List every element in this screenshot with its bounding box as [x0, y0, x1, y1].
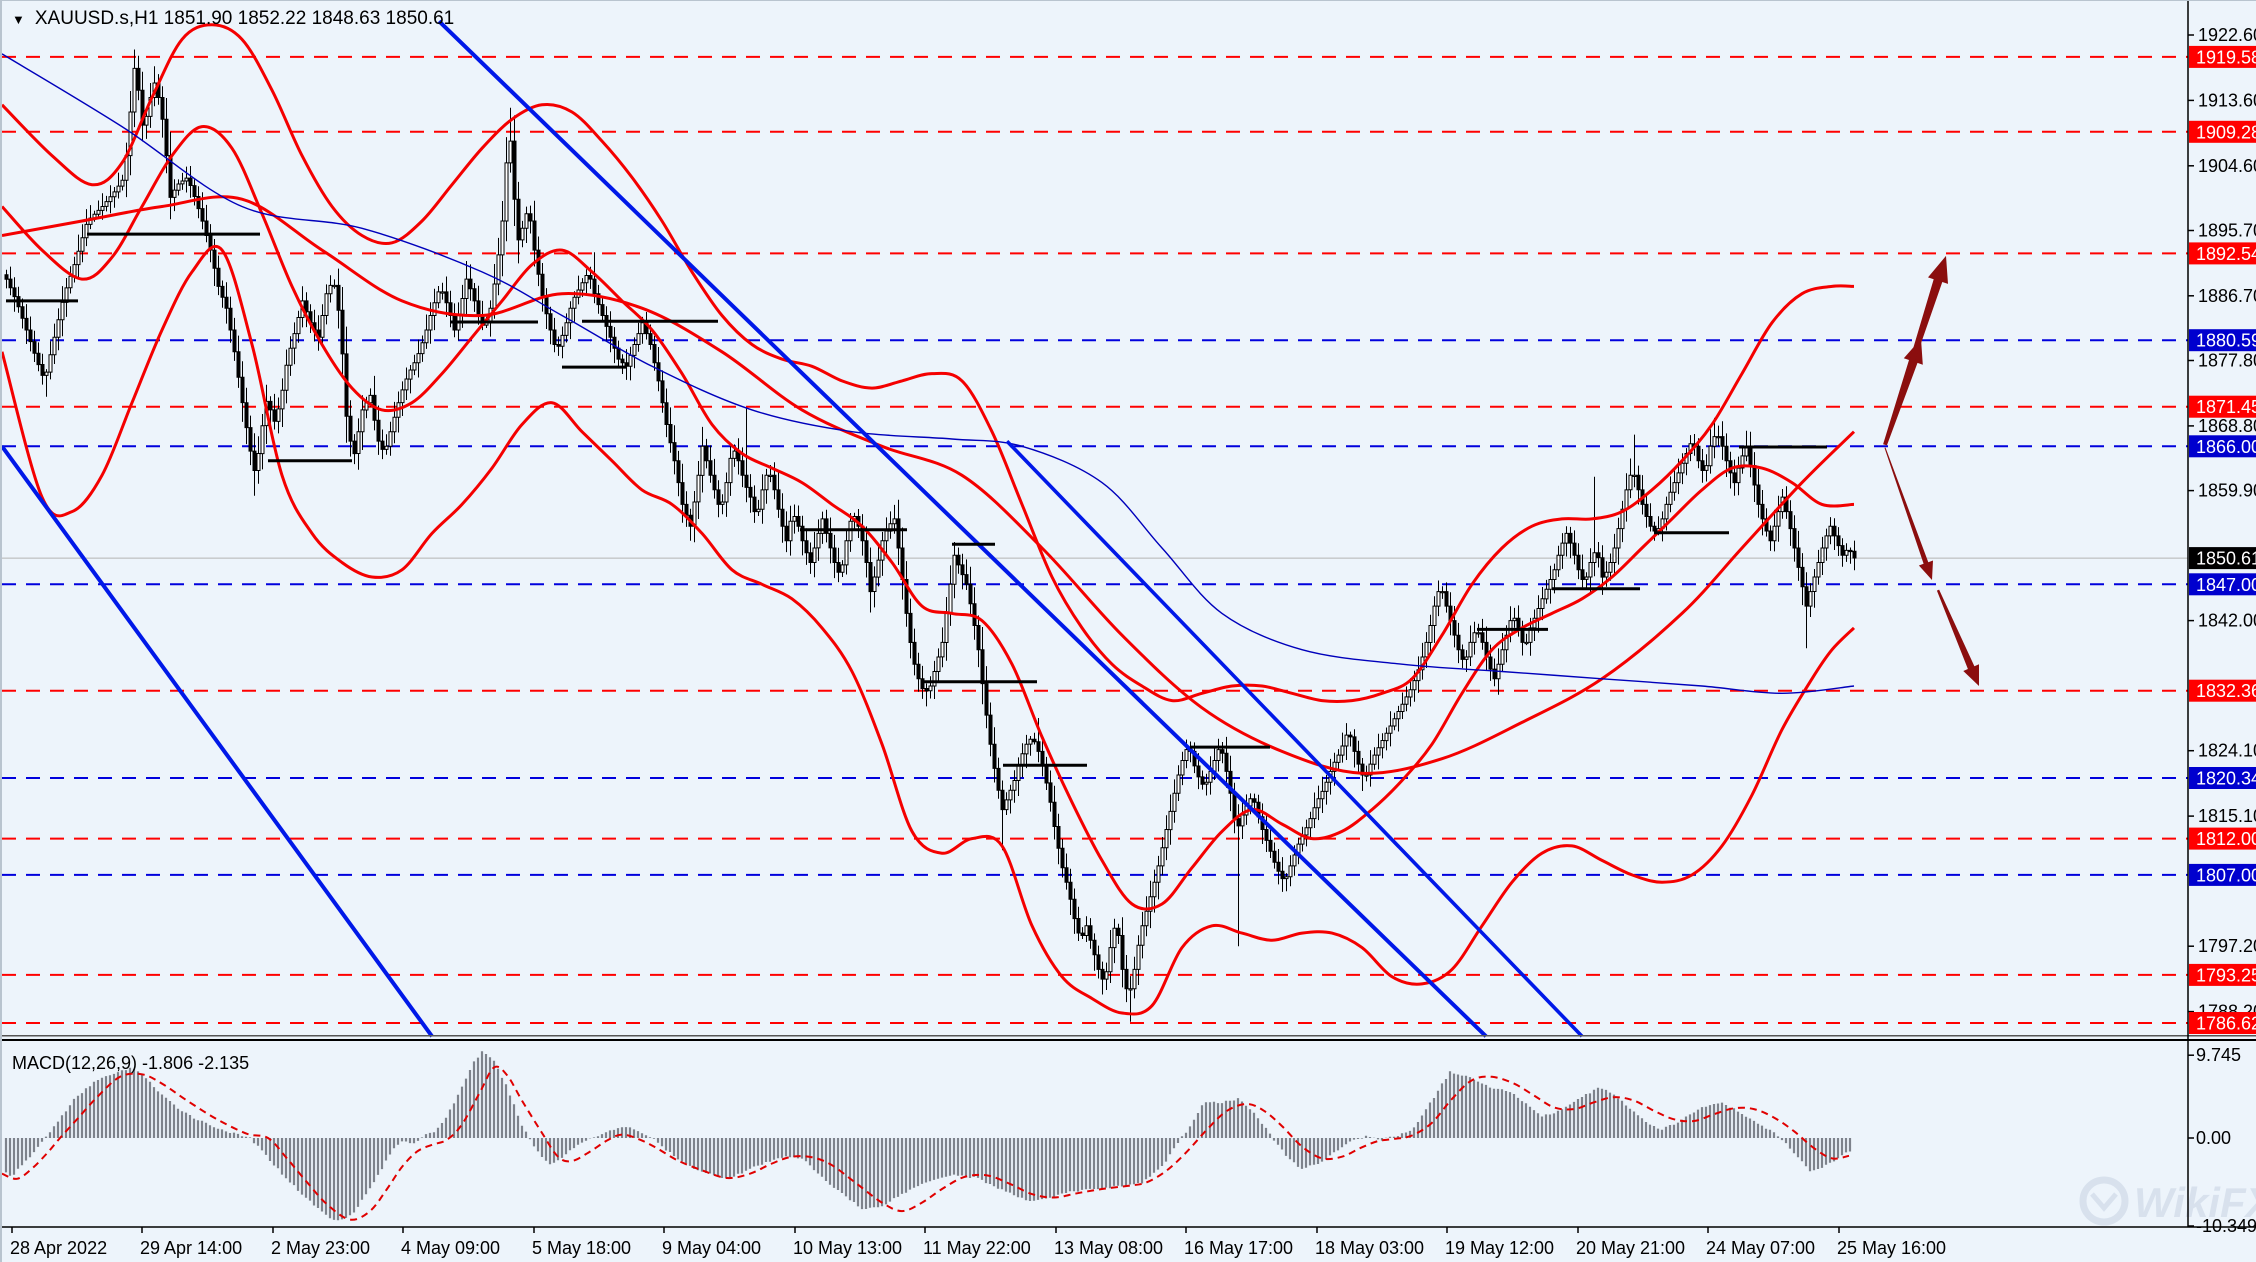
price-tick-label: 1842.00 — [2198, 611, 2256, 631]
svg-text:1892.54: 1892.54 — [2196, 244, 2256, 264]
svg-text:1832.36: 1832.36 — [2196, 681, 2256, 701]
price-level-badge: 1866.00 — [2189, 435, 2256, 458]
price-tick-label: 1868.80 — [2198, 416, 2256, 436]
time-tick-label: 11 May 22:00 — [923, 1238, 1031, 1258]
sr-horizontal-segments[interactable] — [6, 232, 1827, 767]
candlesticks — [4, 49, 1857, 1022]
svg-text:1880.59: 1880.59 — [2196, 331, 2256, 351]
time-tick-label: 19 May 12:00 — [1445, 1238, 1554, 1258]
price-level-badge: 1892.54 — [2189, 242, 2256, 265]
time-tick-label: 4 May 09:00 — [401, 1238, 500, 1258]
price-tick-label: 1895.70 — [2198, 221, 2256, 241]
panel-separator[interactable] — [2, 1035, 2256, 1041]
macd-tick-label: 0.00 — [2196, 1128, 2231, 1148]
price-level-badge: 1820.34 — [2189, 767, 2256, 789]
wikifx-watermark: WikiFX — [2079, 1176, 2256, 1226]
svg-text:1812.00: 1812.00 — [2196, 829, 2256, 849]
time-tick-label: 16 May 17:00 — [1184, 1238, 1293, 1258]
price-tick-label: 1886.70 — [2198, 286, 2256, 306]
time-tick-label: 28 Apr 2022 — [10, 1238, 107, 1258]
channel-upper — [437, 19, 1488, 1038]
price-axis[interactable]: 1922.60 1913.60 1904.60 1895.70 1886.70 1877.… — [2188, 25, 2256, 1022]
macd-tick-label: 9.745 — [2196, 1045, 2241, 1065]
svg-text:1866.00: 1866.00 — [2196, 437, 2256, 457]
svg-text:1850.61: 1850.61 — [2196, 549, 2256, 569]
time-tick-label: 25 May 16:00 — [1837, 1238, 1946, 1258]
price-level-badge: 1850.61 — [2189, 547, 2256, 570]
time-tick-label: 5 May 18:00 — [532, 1238, 631, 1258]
bollinger-bands[interactable] — [2, 23, 1856, 1016]
slow-ma-blue-line[interactable] — [2, 53, 1855, 695]
svg-text:1871.45: 1871.45 — [2196, 397, 2256, 417]
price-tick-label: 1859.90 — [2198, 481, 2256, 501]
time-tick-label: 10 May 13:00 — [793, 1238, 902, 1258]
price-level-badge: 1807.00 — [2189, 863, 2256, 886]
price-level-badge: 1880.59 — [2189, 329, 2256, 352]
price-tick-label: 1797.20 — [2198, 936, 2256, 956]
macd-signal-line — [2, 1065, 1850, 1221]
price-level-badge: 1909.28 — [2189, 120, 2256, 143]
price-level-badge: 1812.00 — [2189, 827, 2256, 850]
price-level-badge: 1793.25 — [2189, 963, 2256, 986]
price-tick-label: 1904.60 — [2198, 156, 2256, 176]
channel-mid — [1005, 439, 1584, 1038]
price-tick-label: 1824.10 — [2198, 741, 2256, 761]
price-level-badge: 1919.58 — [2189, 45, 2256, 68]
svg-text:1820.34: 1820.34 — [2196, 769, 2256, 789]
svg-text:1786.62: 1786.62 — [2196, 1014, 2256, 1034]
svg-text:1909.28: 1909.28 — [2196, 122, 2256, 142]
macd-axis[interactable]: 9.745 0.00 -10.349 — [2188, 1045, 2256, 1236]
price-level-badge: 1832.36 — [2189, 679, 2256, 702]
price-level-badge: 1871.45 — [2189, 395, 2256, 418]
svg-text:WikiFX: WikiFX — [2134, 1179, 2256, 1226]
time-tick-label: 20 May 21:00 — [1576, 1238, 1685, 1258]
svg-text:1793.25: 1793.25 — [2196, 965, 2256, 985]
price-tick-label: 1877.80 — [2198, 351, 2256, 371]
svg-text:1919.58: 1919.58 — [2196, 47, 2256, 67]
time-tick-label: 13 May 08:00 — [1054, 1238, 1163, 1258]
price-tick-label: 1815.10 — [2198, 806, 2256, 826]
svg-text:1847.00: 1847.00 — [2196, 575, 2256, 595]
trendline-channel[interactable] — [2, 19, 1584, 1038]
macd-tick-label: -10.349 — [2196, 1216, 2256, 1236]
price-tick-label: 1913.60 — [2198, 90, 2256, 110]
channel-lower — [2, 445, 434, 1038]
time-tick-label: 24 May 07:00 — [1706, 1238, 1815, 1258]
price-level-badge: 1786.62 — [2189, 1012, 2256, 1034]
price-tick-label: 1922.60 — [2198, 25, 2256, 45]
projection-arrows[interactable] — [1883, 255, 1979, 686]
time-tick-label: 2 May 23:00 — [271, 1238, 370, 1258]
price-level-badge: 1847.00 — [2189, 573, 2256, 596]
time-tick-label: 29 Apr 14:00 — [140, 1238, 242, 1258]
macd-histogram — [4, 1051, 1852, 1221]
time-tick-label: 18 May 03:00 — [1315, 1238, 1424, 1258]
svg-text:1807.00: 1807.00 — [2196, 865, 2256, 885]
time-axis[interactable]: 28 Apr 2022 29 Apr 14:00 2 May 23:00 4 May … — [10, 1227, 1946, 1258]
time-tick-label: 9 May 04:00 — [662, 1238, 761, 1258]
